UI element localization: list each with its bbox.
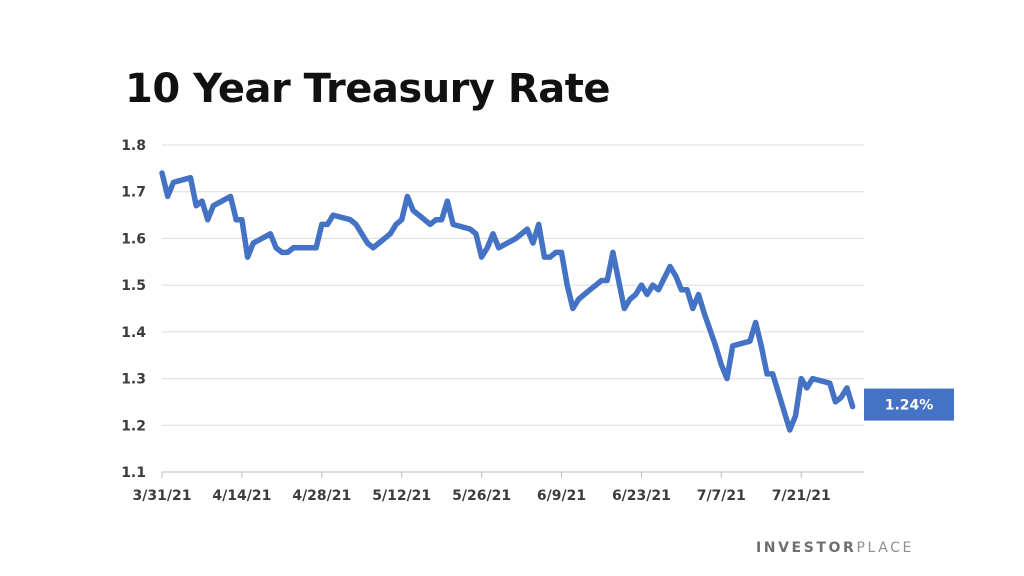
last-value-callout: 1.24% xyxy=(864,388,954,421)
chart-title: 10 Year Treasury Rate xyxy=(125,66,610,112)
y-tick-label: 1.6 xyxy=(121,231,146,247)
x-tick-label: 6/9/21 xyxy=(537,488,586,504)
x-tick-label: 4/14/21 xyxy=(212,488,271,504)
gridlines xyxy=(162,144,864,426)
logo-text-secondary: PLACE xyxy=(856,540,914,556)
investorplace-logo: INVESTORPLACE xyxy=(756,540,914,556)
logo-text-primary: INVESTOR xyxy=(756,540,857,556)
x-tick-label: 5/26/21 xyxy=(452,488,511,504)
callout-label: 1.24% xyxy=(885,398,934,414)
y-tick-label: 1.7 xyxy=(121,185,146,201)
x-tick-label: 5/12/21 xyxy=(372,488,431,504)
y-tick-label: 1.3 xyxy=(121,372,146,388)
x-tick-label: 7/21/21 xyxy=(772,488,831,504)
y-axis-tick-labels: 1.1 1.2 1.3 1.4 1.5 1.6 1.7 1.8 xyxy=(121,138,146,481)
y-tick-label: 1.8 xyxy=(121,138,146,154)
x-tick-label: 7/7/21 xyxy=(697,488,746,504)
axes xyxy=(161,471,864,478)
series-line xyxy=(159,170,856,433)
x-tick-label: 4/28/21 xyxy=(292,488,351,504)
series-layer xyxy=(159,170,856,433)
y-tick-label: 1.4 xyxy=(121,325,146,341)
x-tick-label: 3/31/21 xyxy=(133,488,192,504)
y-tick-label: 1.2 xyxy=(121,418,146,434)
y-tick-label: 1.5 xyxy=(121,278,146,294)
x-axis-tick-labels: 3/31/21 4/14/21 4/28/21 5/12/21 5/26/21 6/9/2… xyxy=(133,488,831,504)
y-tick-label: 1.1 xyxy=(121,465,146,481)
x-tick-label: 6/23/21 xyxy=(612,488,671,504)
callout-box xyxy=(864,388,954,421)
